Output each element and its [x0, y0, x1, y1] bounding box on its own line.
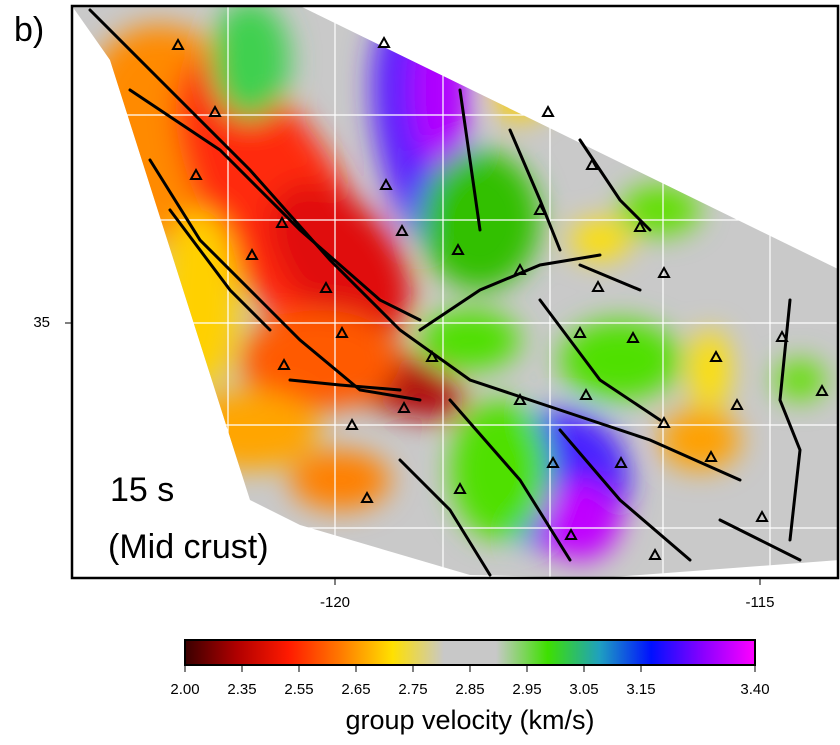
- period-label: 15 s: [110, 471, 174, 509]
- depth-label: (Mid crust): [108, 528, 269, 566]
- colorbar: [185, 640, 755, 665]
- colorbar-tick-label: 2.65: [341, 681, 370, 698]
- colorbar-tick-label: 2.35: [227, 681, 256, 698]
- colorbar-tick-label: 2.85: [455, 681, 484, 698]
- x-tick-label: -120: [320, 594, 350, 611]
- y-tick-label: 35: [33, 314, 50, 331]
- colorbar-tick-label: 2.75: [398, 681, 427, 698]
- colorbar-tick-label: 2.95: [512, 681, 541, 698]
- figure: b) 15 s (Mid crust) 35 -120 -115 group v…: [0, 0, 840, 745]
- colorbar-title: group velocity (km/s): [345, 705, 594, 735]
- x-tick-label: -115: [746, 594, 775, 611]
- colorbar-tick-label: 3.15: [626, 681, 655, 698]
- colorbar-tick-label: 3.40: [740, 681, 769, 698]
- panel-label: b): [14, 11, 44, 49]
- page: b) 15 s (Mid crust) 35 -120 -115 group v…: [0, 0, 840, 745]
- colorbar-tick-label: 2.55: [284, 681, 313, 698]
- colorbar-tick-label: 3.05: [569, 681, 598, 698]
- colorbar-tick-label: 2.00: [170, 681, 199, 698]
